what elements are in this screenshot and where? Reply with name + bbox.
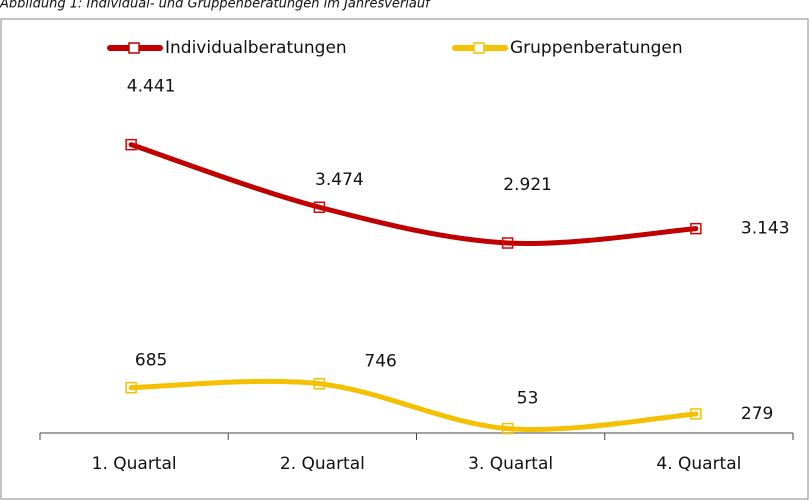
legend-label: Gruppenberatungen bbox=[510, 38, 683, 58]
data-label: 279 bbox=[741, 404, 773, 424]
data-label: 746 bbox=[364, 352, 396, 372]
x-tick-label: 2. Quartal bbox=[280, 454, 365, 474]
chart-title: Abbildung 1: Individual- und Gruppenbera… bbox=[0, 0, 432, 12]
point-marker bbox=[501, 237, 514, 249]
data-label: 3.474 bbox=[315, 170, 364, 190]
legend-marker bbox=[128, 42, 140, 54]
point-marker bbox=[125, 381, 137, 394]
series-line bbox=[128, 378, 699, 432]
data-label: 685 bbox=[135, 351, 167, 371]
chart-frame bbox=[0, 18, 809, 500]
x-tick-label: 1. Quartal bbox=[92, 454, 177, 474]
legend-label: Individualberatungen bbox=[165, 38, 347, 58]
data-label: 4.441 bbox=[127, 77, 176, 97]
data-label: 2.921 bbox=[503, 175, 552, 195]
data-label: 3.143 bbox=[741, 219, 790, 239]
point-marker bbox=[501, 422, 514, 435]
data-label: 53 bbox=[517, 389, 539, 409]
x-tick-label: 3. Quartal bbox=[468, 454, 553, 474]
point-marker bbox=[125, 138, 137, 151]
point-marker bbox=[690, 222, 702, 235]
point-marker bbox=[313, 201, 326, 213]
series-line bbox=[128, 142, 699, 246]
point-marker bbox=[690, 408, 702, 420]
x-tick-label: 4. Quartal bbox=[656, 454, 741, 474]
point-marker bbox=[313, 377, 326, 390]
legend-marker bbox=[473, 42, 485, 54]
